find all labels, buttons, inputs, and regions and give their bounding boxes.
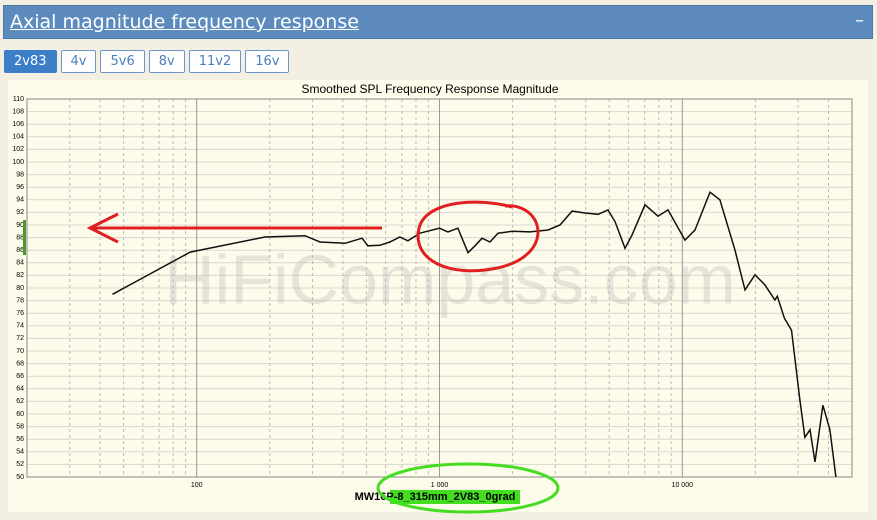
y-tick-label: 58 — [16, 423, 24, 430]
y-tick-label: 50 — [16, 474, 24, 481]
y-tick-label: 66 — [16, 373, 24, 380]
tab[interactable]: 4v — [60, 50, 97, 73]
highlight — [390, 490, 520, 504]
y-tick-label: 100 — [12, 159, 24, 166]
y-tick-label: 52 — [16, 461, 24, 468]
y-tick-label: 94 — [16, 197, 24, 204]
tab[interactable]: 5v6 — [100, 50, 145, 73]
y-tick-label: 72 — [16, 335, 24, 342]
watermark: HiFiCompass.com — [164, 240, 736, 318]
chart-background — [8, 80, 868, 512]
y-tick-label: 108 — [12, 108, 24, 115]
tab[interactable]: 8v — [148, 50, 185, 73]
x-tick-label: 100 — [191, 482, 203, 489]
y-tick-label: 92 — [16, 209, 24, 216]
x-tick-label: 10 000 — [672, 482, 694, 489]
y-tick-label: 62 — [16, 398, 24, 405]
y-tick-label: 88 — [16, 234, 24, 241]
y-tick-label: 74 — [16, 323, 24, 330]
chart-title: Smoothed SPL Frequency Response Magnitud… — [301, 82, 558, 96]
y-tick-label: 64 — [16, 386, 24, 393]
y-tick-label: 106 — [12, 121, 24, 128]
x-tick-label: 1 000 — [431, 482, 449, 489]
y-tick-label: 86 — [16, 247, 24, 254]
collapse-button[interactable]: – — [855, 10, 864, 31]
y-tick-label: 80 — [16, 285, 24, 292]
y-tick-label: 98 — [16, 171, 24, 178]
y-tick-label: 70 — [16, 348, 24, 355]
series-line — [112, 191, 837, 478]
plot-frame — [26, 98, 853, 478]
panel-header[interactable]: Axial magnitude frequency response – — [3, 5, 873, 39]
annotation-circle — [416, 200, 540, 273]
y-tick-label: 82 — [16, 272, 24, 279]
legend-label: MW16P-8_315mm_2V83_0grad — [355, 491, 516, 503]
y-tick-label: 56 — [16, 436, 24, 443]
y-tick-label: 104 — [12, 134, 24, 141]
y-tick-label: 60 — [16, 411, 24, 418]
y-tick-label: 68 — [16, 360, 24, 367]
y-tick-label: 102 — [12, 146, 24, 153]
tab-bar: 2v83 4v 5v6 8v 11v2 16v — [4, 50, 290, 73]
annotation-ellipse — [376, 462, 560, 514]
tab[interactable]: 2v83 — [4, 50, 57, 73]
y-tick-label: 78 — [16, 297, 24, 304]
y-tick-label: 84 — [16, 260, 24, 267]
y-tick-label: 54 — [16, 449, 24, 456]
y-tick-label: 76 — [16, 310, 24, 317]
tab[interactable]: 16v — [245, 50, 290, 73]
y-tick-label: 96 — [16, 184, 24, 191]
level-indicator — [23, 220, 26, 255]
annotation-arrow — [86, 212, 382, 244]
y-tick-label: 90 — [16, 222, 24, 229]
panel-title: Axial magnitude frequency response — [10, 11, 359, 33]
tab[interactable]: 11v2 — [188, 50, 242, 73]
y-tick-label: 110 — [13, 96, 24, 103]
